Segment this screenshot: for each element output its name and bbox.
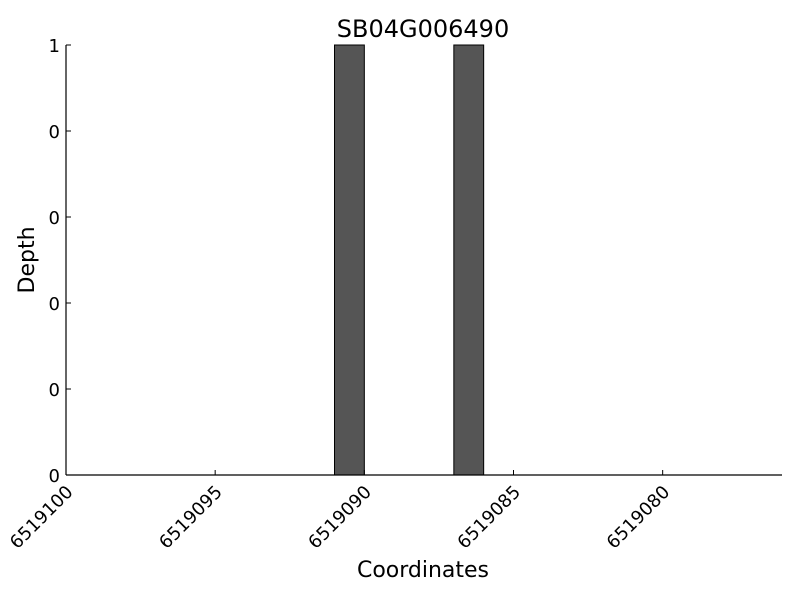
x-tick-label: 6519080 [603,482,675,554]
x-tick-label: 6519100 [6,482,78,554]
bars-group [334,44,485,476]
x-tick-label: 6519090 [304,482,376,554]
y-tick-label: 1 [49,36,60,57]
x-axis-label: Coordinates [357,558,489,583]
chart-title: SB04G006490 [337,15,509,43]
y-axis-label: Depth [15,226,40,293]
axes-group: 0 0 0 0 0 1 6519100 6519095 6519090 6519085 651908… [6,36,782,553]
y-tick-label: 0 [49,208,60,229]
x-tick-label: 6519095 [155,482,227,554]
bar-1 [453,44,485,476]
y-tick-label: 0 [49,294,60,315]
bar-0 [334,44,365,476]
y-tick-label: 0 [49,380,60,401]
y-tick-label: 0 [49,466,60,487]
y-tick-label: 0 [49,122,60,143]
x-tick-label: 6519085 [453,482,525,554]
